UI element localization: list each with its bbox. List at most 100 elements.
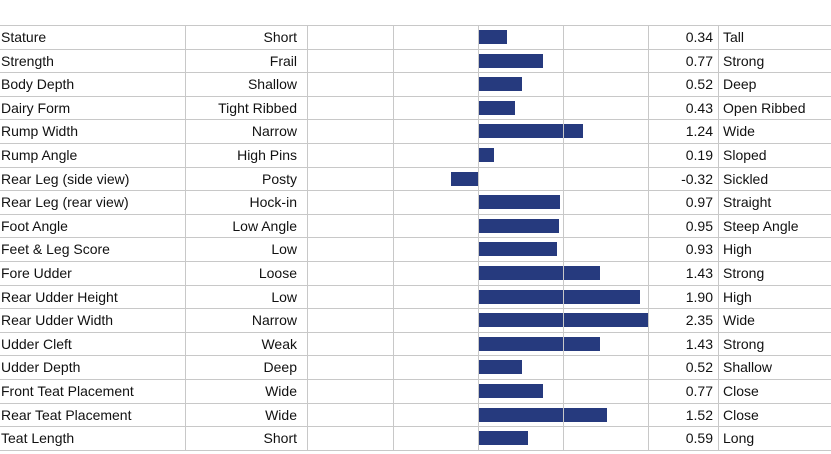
low-label: Wide	[265, 406, 297, 423]
trait-name: Udder Cleft	[1, 335, 72, 352]
trait-bar	[450, 171, 478, 186]
trait-name: Stature	[1, 29, 47, 45]
low-label: Loose	[258, 265, 297, 281]
high-label: Shallow	[723, 359, 773, 376]
row-divider	[0, 355, 831, 356]
low-label: Frail	[269, 52, 297, 69]
trait-row: Rear Udder Height Low 1.90 High	[0, 285, 831, 309]
row-divider	[0, 25, 831, 26]
gridline	[393, 25, 394, 450]
row-divider	[0, 119, 831, 120]
trait-bar	[478, 218, 559, 233]
row-divider	[0, 167, 831, 168]
trait-bar	[478, 242, 558, 257]
trait-row: Rump Width Narrow 1.24 Wide	[0, 119, 831, 143]
value-label: 1.43	[685, 335, 713, 352]
value-label: 0.52	[685, 76, 713, 93]
trait-row: Body Depth Shallow 0.52 Deep	[0, 72, 831, 96]
row-divider	[0, 190, 831, 191]
high-label: Sloped	[723, 147, 767, 163]
value-label: -0.32	[681, 170, 713, 187]
trait-row: Rear Leg (rear view) Hock-in 0.97 Straight	[0, 190, 831, 214]
row-divider	[0, 143, 831, 144]
low-label: Narrow	[251, 312, 297, 329]
high-label: Strong	[723, 265, 765, 281]
high-label: Long	[723, 430, 755, 447]
trait-name: Dairy Form	[1, 99, 71, 116]
trait-name: Rear Udder Width	[1, 312, 114, 329]
value-label: 0.95	[685, 217, 713, 234]
high-label: Close	[723, 383, 759, 399]
trait-bar	[478, 53, 544, 68]
low-label: Short	[263, 29, 297, 45]
low-label: Shallow	[247, 76, 297, 93]
trait-bar	[478, 266, 600, 280]
gridline	[563, 25, 564, 450]
trait-row: Front Teat Placement Wide 0.77 Close	[0, 379, 831, 403]
row-divider	[0, 308, 831, 309]
row-divider	[0, 285, 831, 286]
trait-name: Rump Width	[1, 123, 79, 140]
row-divider	[0, 237, 831, 238]
value-label: 2.35	[685, 312, 713, 329]
trait-name: Feet & Leg Score	[1, 241, 110, 258]
trait-bar	[478, 77, 523, 92]
low-label: Deep	[263, 359, 297, 376]
value-label: 0.97	[685, 194, 713, 211]
trait-bar	[478, 195, 561, 210]
high-label: High	[723, 241, 752, 258]
value-label: 0.77	[685, 52, 713, 69]
high-label: Strong	[723, 52, 765, 69]
trait-name: Rear Leg (side view)	[1, 170, 130, 187]
trait-name: Rump Angle	[1, 147, 78, 163]
low-label: Wide	[265, 383, 297, 399]
gridline	[307, 25, 308, 450]
trait-row: Rump Angle High Pins 0.19 Sloped	[0, 143, 831, 167]
low-label: Hock-in	[249, 194, 297, 211]
trait-row: Rear Teat Placement Wide 1.52 Close	[0, 403, 831, 427]
trait-bar	[478, 431, 529, 446]
low-label: Low Angle	[232, 217, 297, 234]
low-label: Low	[271, 288, 297, 305]
row-divider	[0, 96, 831, 97]
trait-bar	[478, 30, 507, 44]
value-label: 0.77	[685, 383, 713, 399]
trait-name: Foot Angle	[1, 217, 68, 234]
trait-bar	[478, 384, 544, 398]
low-label: Tight Ribbed	[218, 99, 297, 116]
trait-row: Udder Cleft Weak 1.43 Strong	[0, 332, 831, 356]
row-divider	[0, 403, 831, 404]
low-label: Narrow	[251, 123, 297, 140]
high-label: High	[723, 288, 752, 305]
low-label: Low	[271, 241, 297, 258]
trait-name: Rear Udder Height	[1, 288, 118, 305]
row-divider	[0, 379, 831, 380]
trait-name: Teat Length	[1, 430, 75, 447]
high-label: Deep	[723, 76, 757, 93]
trait-bar	[478, 336, 600, 351]
gridline	[478, 25, 479, 450]
high-label: Sickled	[723, 170, 769, 187]
gridline	[718, 25, 719, 450]
low-label: Posty	[261, 170, 297, 187]
value-label: 0.52	[685, 359, 713, 376]
trait-bar	[478, 124, 584, 139]
high-label: Wide	[723, 123, 755, 140]
value-label: 1.24	[685, 123, 713, 140]
trait-name: Rear Teat Placement	[1, 406, 132, 423]
trait-row: Feet & Leg Score Low 0.93 High	[0, 237, 831, 261]
high-label: Strong	[723, 335, 765, 352]
trait-name: Rear Leg (rear view)	[1, 194, 129, 211]
trait-name: Fore Udder	[1, 265, 72, 281]
value-label: 0.93	[685, 241, 713, 258]
value-label: 1.90	[685, 288, 713, 305]
high-label: Open Ribbed	[723, 99, 806, 116]
trait-row: Strength Frail 0.77 Strong	[0, 49, 831, 73]
row-divider	[0, 426, 831, 427]
value-label: 0.59	[685, 430, 713, 447]
trait-bar	[478, 148, 495, 162]
trait-row: Rear Udder Width Narrow 2.35 Wide	[0, 308, 831, 332]
high-label: Steep Angle	[723, 217, 799, 234]
high-label: Wide	[723, 312, 755, 329]
trait-name: Body Depth	[1, 76, 75, 93]
